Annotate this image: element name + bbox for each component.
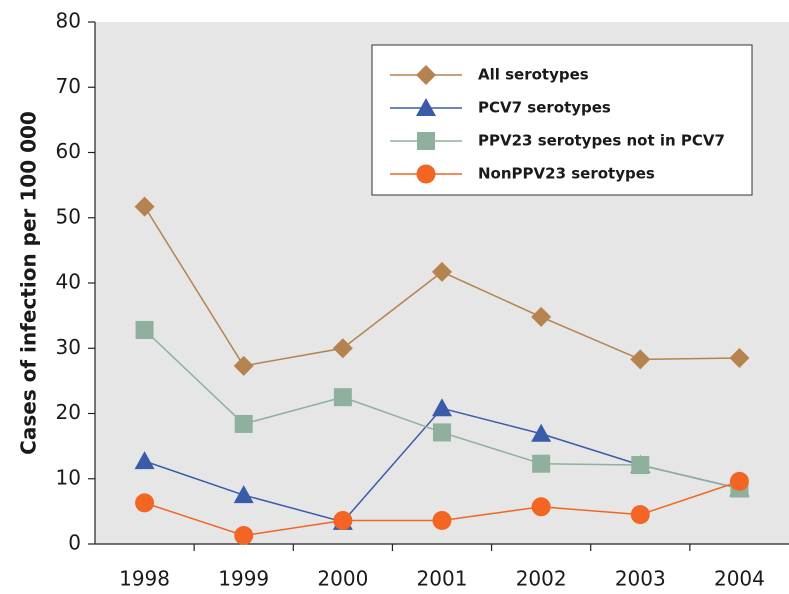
y-tick-label: 20 [56, 400, 81, 424]
marker [432, 398, 452, 417]
marker [432, 511, 452, 531]
legend-marker [416, 164, 436, 184]
legend-label: NonPPV23 serotypes [478, 165, 655, 183]
marker [333, 511, 353, 531]
marker [630, 505, 650, 525]
marker [531, 497, 551, 517]
marker [631, 456, 650, 475]
marker [532, 454, 551, 473]
y-tick-label: 0 [68, 531, 81, 555]
marker [134, 451, 155, 470]
marker [729, 348, 750, 369]
legend-marker [416, 98, 436, 116]
x-tick-label: 2000 [317, 567, 368, 591]
y-tick-label: 30 [56, 335, 81, 359]
x-tick-label: 1999 [218, 567, 269, 591]
legend-label: PPV23 serotypes not in PCV7 [478, 132, 725, 150]
marker [135, 493, 155, 513]
marker [332, 338, 353, 359]
marker [233, 485, 254, 504]
y-axis-label: Cases of infection per 100 000 [17, 111, 41, 455]
y-tick-label: 70 [56, 74, 81, 98]
y-tick-label: 10 [56, 465, 81, 489]
x-tick-label: 2004 [714, 567, 765, 591]
marker [531, 423, 552, 442]
x-tick-label: 1998 [119, 567, 170, 591]
legend-marker [417, 132, 435, 150]
legend-marker [416, 65, 436, 85]
marker [234, 414, 253, 433]
marker [432, 261, 452, 282]
y-tick-label: 40 [56, 270, 81, 294]
x-tick-label: 2003 [615, 567, 666, 591]
marker [134, 196, 155, 217]
x-tick-label: 2001 [417, 567, 468, 591]
marker [233, 355, 254, 376]
marker [135, 320, 154, 339]
marker [531, 306, 552, 327]
y-tick-label: 60 [56, 139, 81, 163]
y-tick-label: 80 [56, 9, 81, 33]
marker [630, 349, 651, 370]
marker [234, 526, 254, 546]
y-tick-label: 50 [56, 204, 81, 228]
x-tick-label: 2002 [516, 567, 567, 591]
marker [433, 423, 451, 442]
legend-box [371, 44, 753, 196]
legend-label: PCV7 serotypes [478, 99, 611, 117]
marker [333, 388, 352, 407]
legend-label: All serotypes [478, 66, 589, 84]
marker [729, 471, 749, 491]
